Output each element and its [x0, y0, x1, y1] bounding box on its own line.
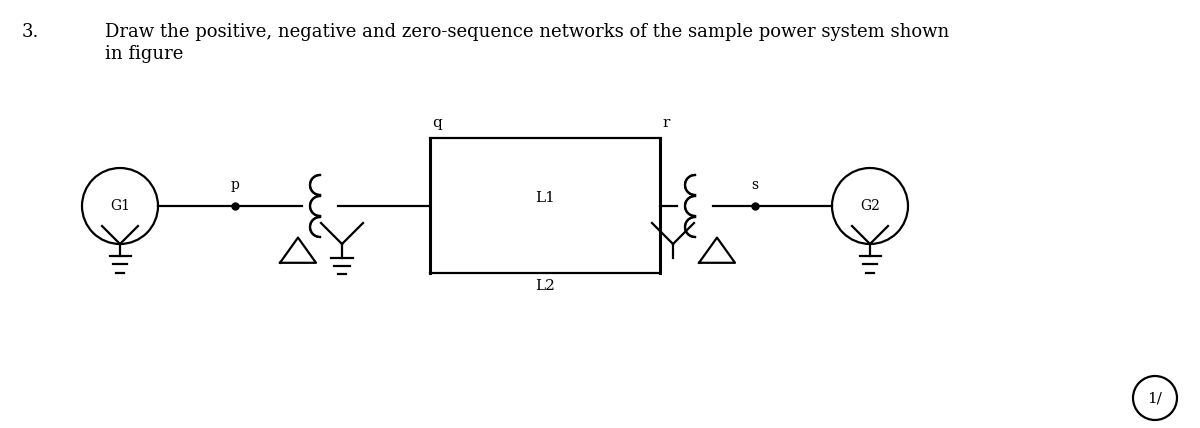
Text: p: p	[230, 178, 240, 192]
Text: L2: L2	[535, 279, 554, 293]
Text: 1/: 1/	[1147, 391, 1163, 405]
Text: G2: G2	[860, 199, 880, 213]
Text: in figure: in figure	[106, 45, 184, 63]
Text: s: s	[751, 178, 758, 192]
Text: L1: L1	[535, 191, 554, 205]
Text: 3.: 3.	[22, 23, 40, 41]
Text: Draw the positive, negative and zero-sequence networks of the sample power syste: Draw the positive, negative and zero-seq…	[106, 23, 949, 41]
Text: q: q	[432, 116, 442, 130]
Text: G1: G1	[110, 199, 130, 213]
Text: r: r	[662, 116, 670, 130]
